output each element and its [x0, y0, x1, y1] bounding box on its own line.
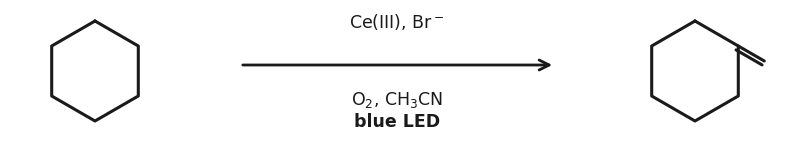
Text: blue LED: blue LED	[354, 113, 440, 131]
Text: O$_2$, CH$_3$CN: O$_2$, CH$_3$CN	[351, 90, 443, 110]
Text: Ce(III), Br$^-$: Ce(III), Br$^-$	[349, 12, 444, 32]
